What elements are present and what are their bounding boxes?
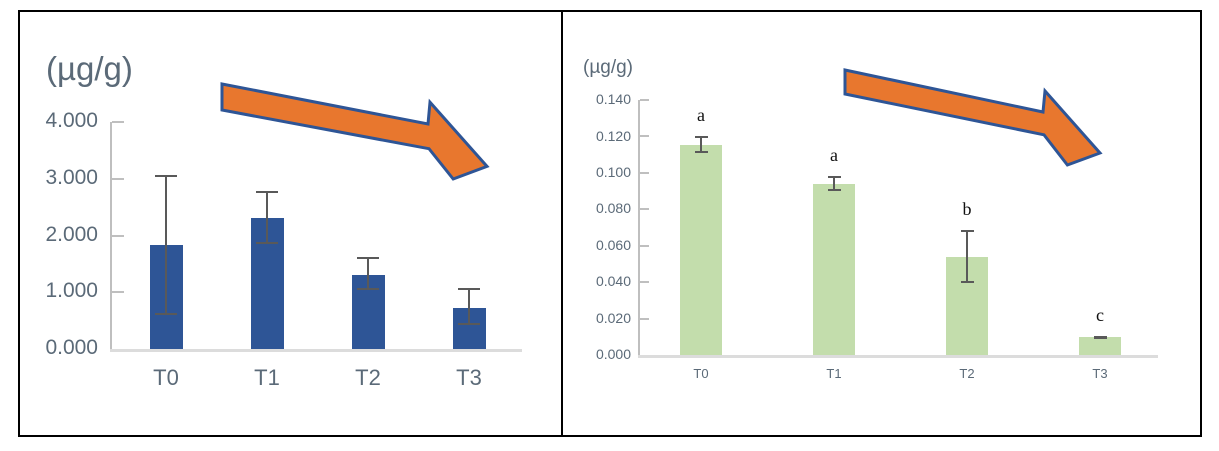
y-axis-tick: [112, 291, 124, 294]
chart-panel-right: 0.000 0.020 0.040 0.060 0.080 0.100 0.120 0.140…: [561, 10, 1202, 437]
y-axis-tick-label: 2.000: [45, 222, 98, 246]
significance-letter-t3: c: [1096, 304, 1104, 325]
x-axis-baseline: [110, 349, 522, 352]
y-axis-tick: [112, 177, 124, 180]
error-bar-stem-t0: [700, 135, 702, 153]
y-axis-tick-label: 0.060: [595, 236, 631, 253]
y-axis-tick-label: 0.120: [595, 127, 631, 144]
bar-t3: [1079, 337, 1121, 355]
error-bar-cap-bottom-t0: [155, 312, 177, 315]
x-axis-label-t2: T2: [355, 365, 381, 390]
y-axis-tick-label: 4.000: [45, 109, 98, 133]
error-bar-stem-t2: [966, 229, 968, 284]
error-bar-stem-t1: [266, 191, 268, 244]
x-axis-label-t2: T2: [959, 366, 975, 381]
y-axis-tick-label: 0.040: [595, 273, 631, 290]
chart-panel-left: 0.000 1.000 2.000 3.000 4.000 T0 T1 T2 T3 (µg/g): [18, 10, 563, 437]
y-axis-tick-label: 0.000: [595, 346, 631, 363]
y-axis-tick: [640, 135, 649, 138]
y-axis-tick: [112, 121, 124, 123]
y-axis-tick-label: 0.100: [595, 164, 631, 181]
error-bar-cap-top-t2: [960, 229, 974, 232]
x-axis-label-t0: T0: [693, 366, 709, 381]
error-bar-cap-bottom-t3: [1093, 336, 1107, 339]
x-axis-label-t1: T1: [254, 365, 280, 390]
error-bar-cap-bottom-t3: [458, 323, 480, 326]
y-axis-tick: [640, 281, 649, 284]
y-axis-line: [110, 122, 112, 349]
error-bar-cap-top-t0: [694, 135, 708, 138]
error-bar-stem-t1: [833, 175, 835, 192]
downward-trend-arrow-icon: [843, 68, 1103, 167]
error-bar-cap-bottom-t2: [960, 281, 974, 284]
error-bar-stem-t2: [367, 257, 369, 290]
y-axis-tick-label: 0.140: [595, 91, 631, 108]
error-bar-cap-top-t1: [256, 191, 278, 194]
significance-letter-t0: a: [697, 104, 705, 125]
bar-t0: [680, 144, 722, 355]
y-axis-tick: [640, 208, 649, 211]
y-axis-tick: [640, 171, 649, 174]
bar-t1: [813, 183, 855, 355]
error-bar-cap-bottom-t1: [256, 242, 278, 244]
y-axis-tick-label: 0.000: [45, 336, 98, 360]
y-axis-tick: [640, 317, 649, 320]
plot-area-right: 0.000 0.020 0.040 0.060 0.080 0.100 0.120 0.140…: [563, 12, 1200, 435]
x-axis-label-t3: T3: [1092, 366, 1108, 381]
y-axis-line: [638, 100, 640, 355]
y-axis-tick-label: 0.020: [595, 309, 631, 326]
x-axis-label-t0: T0: [153, 365, 179, 390]
error-bar-cap-top-t1: [827, 175, 841, 178]
error-bar-cap-bottom-t2: [357, 287, 379, 290]
significance-letter-t2: b: [962, 198, 972, 219]
error-bar-stem-t0: [165, 174, 167, 315]
x-axis-label-t3: T3: [456, 365, 482, 390]
y-axis-tick-label: 3.000: [45, 165, 98, 189]
y-axis-tick-label: 1.000: [45, 279, 98, 303]
x-axis-label-t1: T1: [826, 366, 842, 381]
y-axis-tick: [640, 99, 649, 101]
significance-letter-t1: a: [830, 144, 838, 165]
x-axis-baseline: [638, 355, 1158, 358]
error-bar-cap-bottom-t0: [694, 150, 708, 153]
error-bar-cap-top-t2: [357, 257, 379, 260]
y-axis-unit-label-left: (µg/g): [46, 50, 133, 87]
error-bar-cap-top-t3: [1093, 335, 1107, 338]
y-axis-tick: [112, 234, 124, 237]
y-axis-unit-label-right: (µg/g): [583, 57, 634, 78]
error-bar-stem-t3: [468, 288, 470, 326]
y-axis-tick: [640, 244, 649, 247]
downward-trend-arrow-icon: [220, 82, 490, 181]
error-bar-cap-top-t0: [155, 174, 177, 177]
y-axis-tick-label: 0.080: [595, 200, 631, 217]
error-bar-cap-bottom-t1: [827, 189, 841, 192]
error-bar-cap-top-t3: [458, 288, 480, 291]
